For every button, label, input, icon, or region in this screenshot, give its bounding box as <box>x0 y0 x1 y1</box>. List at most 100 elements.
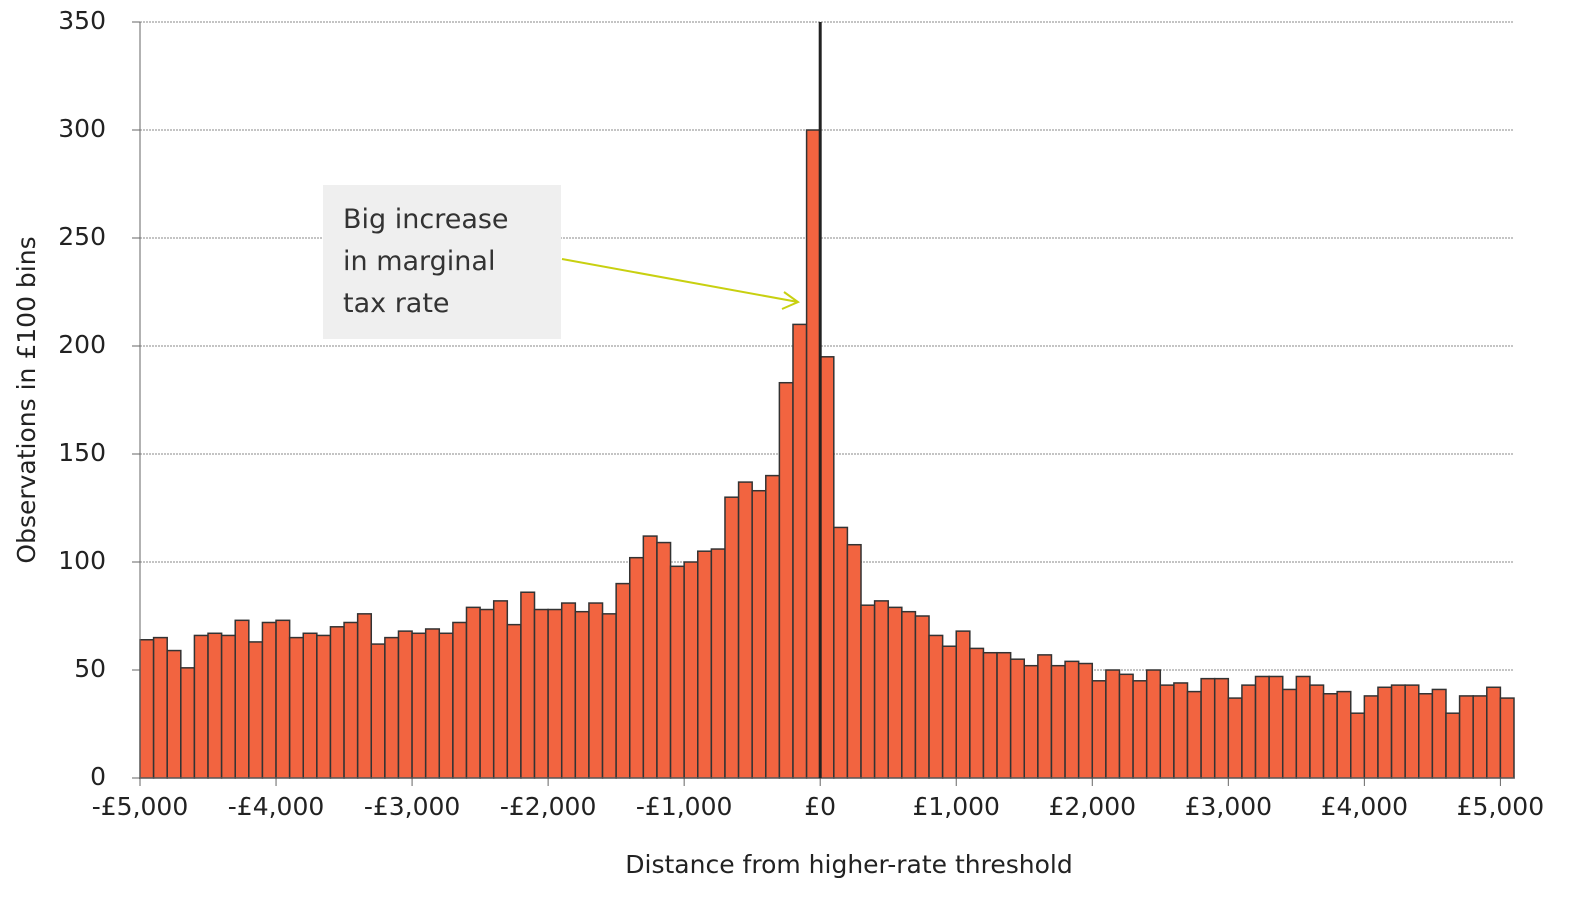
bar <box>520 591 536 779</box>
bar <box>833 526 849 779</box>
bar <box>615 582 631 779</box>
annotation-arrowhead <box>781 291 801 310</box>
bar <box>424 628 441 779</box>
y-tick-label: 300 <box>58 114 106 143</box>
bar <box>465 606 481 779</box>
bar <box>628 556 645 779</box>
bar <box>275 619 291 779</box>
bar <box>656 541 672 779</box>
x-tick-label: £4,000 <box>1321 792 1408 821</box>
bar <box>1037 654 1053 779</box>
bar <box>180 667 196 779</box>
bar <box>316 634 332 779</box>
bar <box>356 613 373 779</box>
x-tick-label: -£5,000 <box>92 792 189 821</box>
bar <box>765 474 781 779</box>
x-tick-label: £1,000 <box>912 792 999 821</box>
bar <box>1091 680 1107 779</box>
bar <box>724 496 740 779</box>
x-tick-label: -£2,000 <box>500 792 597 821</box>
bar <box>166 649 182 779</box>
bar <box>737 481 753 779</box>
bar <box>1404 684 1420 779</box>
annotation-arrow <box>561 258 799 303</box>
bar <box>873 600 889 779</box>
bar <box>1418 693 1434 779</box>
bar <box>1241 684 1257 779</box>
bar <box>1350 712 1366 779</box>
bar <box>1499 697 1515 779</box>
bar <box>506 623 522 779</box>
bar <box>1118 673 1134 779</box>
y-tick-label: 150 <box>58 438 106 467</box>
bar <box>669 565 685 779</box>
bar <box>152 636 168 779</box>
y-axis-title: Observations in £100 bins <box>12 236 41 563</box>
bar <box>941 645 957 779</box>
bar <box>1322 693 1338 779</box>
bar <box>1295 675 1311 779</box>
y-tick-label: 250 <box>58 222 106 251</box>
bar <box>479 608 495 779</box>
bar <box>288 636 304 779</box>
bar <box>1377 686 1393 779</box>
bar <box>982 651 998 779</box>
bar <box>384 636 400 779</box>
bar <box>193 634 209 779</box>
bar <box>1132 680 1148 779</box>
x-tick-label: -£4,000 <box>228 792 325 821</box>
bar <box>1309 684 1325 779</box>
bar <box>969 647 985 779</box>
bar <box>914 615 930 779</box>
bar <box>1254 675 1270 779</box>
y-tick-label: 200 <box>58 330 106 359</box>
bar <box>220 634 236 779</box>
x-tick-label: £0 <box>804 792 836 821</box>
bar <box>261 621 277 779</box>
y-tick-label: 100 <box>58 546 106 575</box>
x-tick-label: £2,000 <box>1049 792 1136 821</box>
bar <box>452 621 468 779</box>
bar <box>547 608 563 779</box>
bar <box>1472 695 1488 779</box>
bar <box>139 639 155 779</box>
bar <box>955 630 971 779</box>
bar <box>1105 669 1121 779</box>
y-tick-label: 350 <box>58 6 106 35</box>
x-axis-title: Distance from higher-rate threshold <box>625 850 1072 879</box>
bar <box>1458 695 1474 779</box>
bar <box>1363 695 1379 779</box>
bar <box>248 641 264 779</box>
x-tick-label: £3,000 <box>1185 792 1272 821</box>
bar <box>302 632 318 779</box>
bar <box>1064 660 1080 779</box>
bar <box>928 634 944 779</box>
bar <box>1445 712 1461 779</box>
bar <box>1431 688 1447 779</box>
bar <box>1077 662 1094 779</box>
bar <box>438 632 454 779</box>
bar <box>901 610 917 779</box>
annotation: Big increase in marginal tax rate <box>323 185 561 339</box>
x-tick-label: -£1,000 <box>636 792 733 821</box>
bar <box>1173 682 1189 779</box>
bar <box>370 643 386 779</box>
bar <box>1227 697 1243 779</box>
bar <box>1186 690 1202 779</box>
bar <box>1390 684 1406 779</box>
x-tick-label: £5,000 <box>1457 792 1544 821</box>
bar <box>1009 658 1026 779</box>
bar <box>1213 677 1230 779</box>
bar <box>601 613 617 779</box>
bar <box>343 621 359 779</box>
bar <box>1336 690 1352 779</box>
bar <box>574 610 590 779</box>
bar <box>588 602 604 779</box>
bar <box>642 535 658 779</box>
bar <box>1023 664 1039 779</box>
bar <box>1268 675 1284 779</box>
bar <box>411 632 427 779</box>
bar <box>560 602 577 779</box>
